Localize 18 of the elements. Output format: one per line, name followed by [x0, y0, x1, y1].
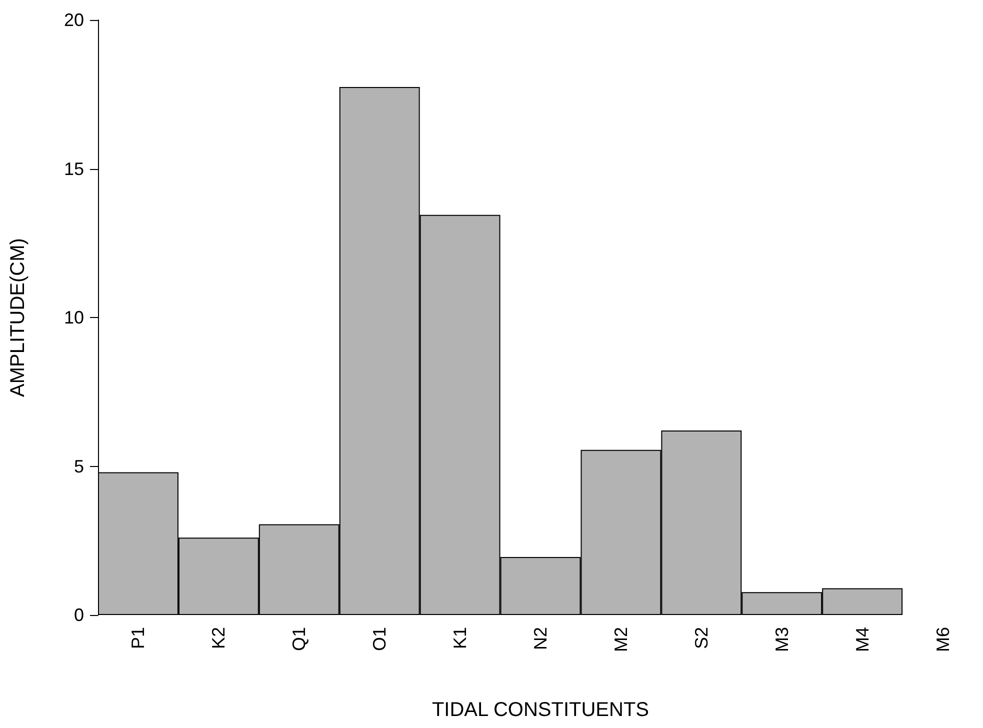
x-tick-label: K2	[208, 627, 229, 650]
x-tick-label: N2	[530, 627, 550, 650]
x-tick-label: M4	[852, 627, 872, 652]
x-tick-label: O1	[370, 627, 390, 652]
x-tick-label: Q1	[289, 627, 310, 652]
y-tick-label: 20	[64, 10, 84, 30]
x-tick-label: P1	[128, 627, 148, 650]
x-tick-label: K1	[450, 627, 470, 650]
x-tick-label: M2	[610, 627, 631, 652]
x-tick-label: M6	[932, 627, 953, 652]
y-tick-label: 5	[74, 456, 84, 476]
x-axis-title: TIDAL CONSTITUENTS	[432, 699, 650, 721]
x-tick-label: S2	[691, 627, 712, 650]
x-tick-label: M3	[772, 627, 792, 652]
y-axis-title: AMPLITUDE(CM)	[7, 238, 29, 397]
y-tick-label: 15	[64, 158, 84, 179]
y-tick-label: 0	[74, 605, 84, 625]
y-tick-label: 10	[64, 308, 84, 328]
